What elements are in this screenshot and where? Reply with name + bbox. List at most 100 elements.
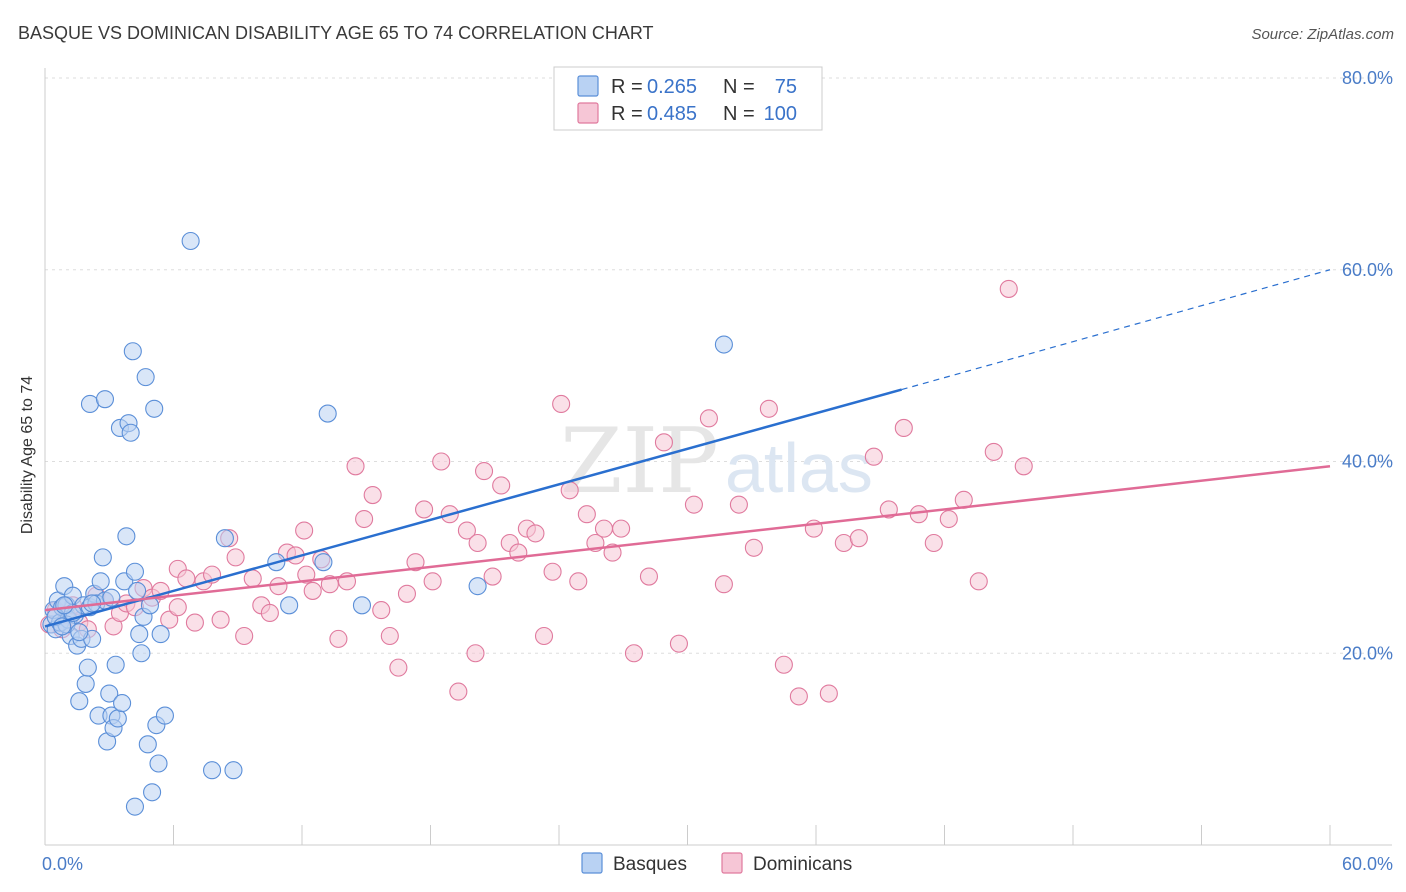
dominicans-point — [297, 565, 316, 584]
basques-point — [468, 577, 487, 596]
dominicans-point — [819, 684, 838, 703]
dominicans-point — [397, 584, 416, 603]
dominicans-point — [1014, 457, 1033, 476]
bottom-legend-swatch-basques — [581, 852, 603, 874]
basques-point — [125, 797, 144, 816]
basques-trend-line — [44, 388, 902, 628]
dominicans-point — [389, 658, 408, 677]
legend-frame — [553, 66, 823, 131]
dominicans-point — [468, 533, 487, 553]
dominicans-point — [423, 572, 442, 591]
dominicans-point — [235, 626, 254, 646]
dominicans-point — [774, 655, 793, 674]
dominicans-point — [380, 626, 399, 646]
dominicans-point — [684, 495, 703, 514]
basques-point — [108, 709, 127, 728]
chart-title: BASQUE VS DOMINICAN DISABILITY AGE 65 TO… — [18, 23, 654, 43]
dominicans-point — [849, 529, 868, 548]
chart-source: Source: ZipAtlas.com — [1251, 26, 1394, 43]
basques-point — [138, 735, 157, 754]
basques-point — [78, 658, 97, 677]
dominicans-point — [603, 543, 622, 562]
dominicans-point — [834, 533, 853, 553]
legend-r-label-2: R = — [611, 103, 643, 125]
basques-point — [70, 623, 89, 642]
dominicans-point — [260, 603, 279, 623]
grid-lines — [45, 77, 1392, 654]
basques-point — [117, 527, 136, 546]
basques-points — [42, 231, 733, 816]
bottom-legend-swatch-dominicans — [721, 852, 743, 874]
basques-point — [123, 342, 142, 361]
basques-point — [113, 694, 132, 713]
dominicans-point — [594, 519, 614, 538]
basques-point — [136, 368, 155, 387]
dominicans-points — [40, 279, 1033, 706]
basques-point — [106, 655, 125, 674]
dominicans-trend-line — [44, 465, 1331, 612]
legend-n-label-2: N = — [723, 103, 755, 125]
dominicans-point — [669, 634, 688, 653]
bottom-legend: Basques Dominicans — [581, 852, 852, 875]
dominicans-point — [744, 538, 763, 557]
y-tick-label: 80.0% — [1342, 68, 1393, 88]
basques-point — [132, 644, 151, 663]
axes — [44, 68, 1392, 846]
dominicans-point — [543, 562, 562, 581]
basques-point — [714, 335, 733, 354]
basques-point — [149, 754, 168, 773]
dominicans-point — [320, 575, 339, 594]
dominicans-point — [699, 409, 718, 428]
basques-point — [280, 596, 299, 615]
dominicans-point — [303, 581, 322, 600]
basques-point — [318, 404, 337, 423]
dominicans-point — [526, 524, 545, 543]
legend-r-value-2: 0.485 — [647, 103, 697, 125]
x-tick-label: 60.0% — [1342, 854, 1393, 874]
dominicans-point — [269, 577, 288, 596]
dominicans-point — [457, 521, 476, 540]
basques-trend-extension — [901, 269, 1331, 391]
basques-point — [128, 581, 147, 600]
dominicans-point — [924, 533, 943, 553]
dominicans-point — [168, 598, 187, 617]
y-axis-label: Disability Age 65 to 74 — [19, 376, 36, 534]
basques-point — [121, 423, 140, 442]
dominicans-point — [295, 521, 314, 540]
basques-point — [314, 553, 333, 572]
basques-point — [155, 706, 174, 725]
basques-point — [143, 783, 162, 802]
dominicans-point — [415, 500, 434, 519]
trend-lines — [44, 269, 1331, 628]
dominicans-point — [654, 433, 673, 452]
basques-point — [76, 674, 95, 693]
dominicans-point — [939, 509, 958, 529]
dominicans-point — [639, 567, 659, 586]
dominicans-point — [185, 613, 204, 632]
dominicans-point — [160, 610, 179, 629]
dominicans-point — [569, 572, 588, 591]
basques-point — [130, 625, 149, 644]
dominicans-point — [346, 457, 365, 476]
dominicans-point — [211, 610, 230, 629]
dominicans-point — [363, 486, 382, 505]
y-tick-label: 60.0% — [1342, 260, 1393, 280]
dominicans-point — [759, 399, 778, 418]
dominicans-point — [612, 519, 631, 538]
basques-point — [55, 596, 74, 615]
dominicans-point — [449, 682, 468, 701]
dominicans-point — [534, 626, 554, 646]
bottom-legend-dominicans: Dominicans — [753, 854, 852, 875]
legend-n-value-1: 75 — [775, 76, 797, 98]
dominicans-point — [560, 481, 579, 500]
dominicans-point — [577, 505, 596, 524]
legend-swatch-pink — [577, 102, 599, 124]
dominicans-point — [483, 567, 502, 586]
dominicans-point — [999, 279, 1018, 298]
basques-point — [70, 692, 89, 711]
dominicans-point — [969, 572, 988, 591]
dominicans-point — [243, 569, 262, 588]
dominicans-point — [474, 462, 494, 481]
legend-swatch-blue — [577, 75, 599, 97]
